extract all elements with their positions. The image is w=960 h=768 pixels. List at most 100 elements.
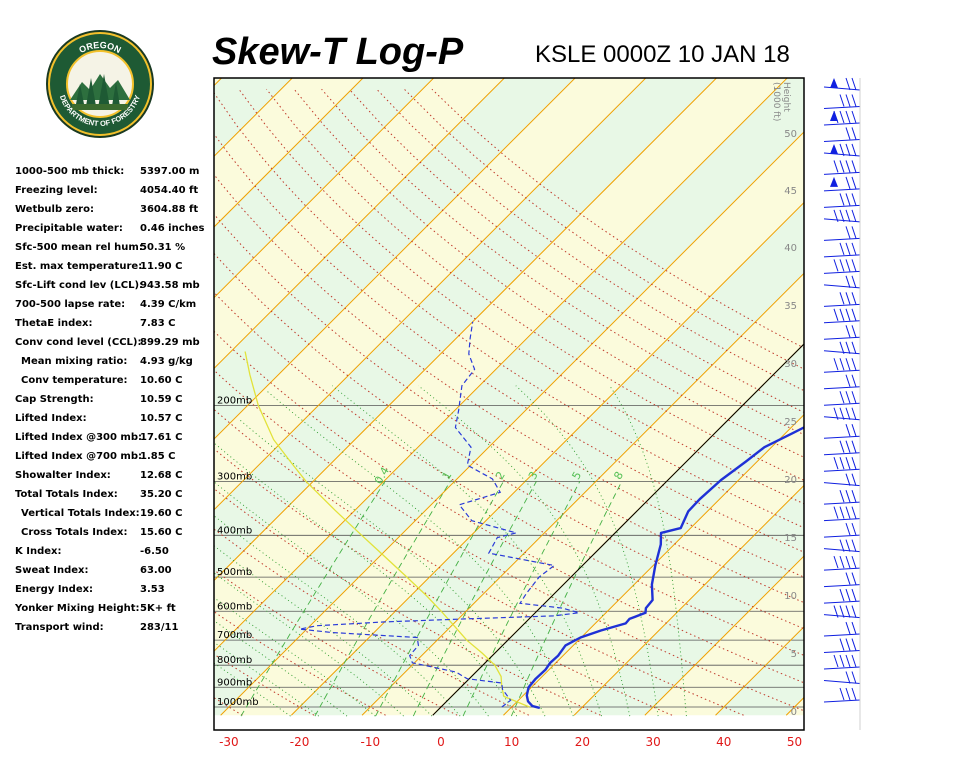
barb-staff — [823, 350, 861, 355]
barb-staff — [823, 468, 861, 472]
index-value: 10.60 C — [140, 375, 183, 386]
barb-feather — [845, 226, 851, 239]
barb-staff — [823, 204, 861, 208]
x-tick-label: 20 — [575, 735, 590, 749]
index-label: Lifted Index: — [15, 413, 87, 424]
isotherm-line — [785, 696, 804, 716]
barb-feather — [851, 160, 857, 173]
index-row: Sfc-500 mean rel hum: 50.31 % — [15, 242, 215, 261]
isobar-lines — [214, 404, 804, 708]
index-row: K Index: -6.50 — [15, 546, 215, 565]
barb-pennant — [830, 143, 838, 154]
isotherm-line — [290, 201, 804, 716]
dry-adiabat — [214, 697, 243, 716]
dewpoint-profile — [299, 321, 580, 708]
station-time-label: KSLE 0000Z 10 JAN 18 — [535, 41, 790, 68]
barb-feather — [833, 308, 839, 321]
index-value: 1.85 C — [140, 451, 176, 462]
index-row: Lifted Index: 10.57 C — [15, 413, 215, 432]
pressure-label: 600mb — [217, 601, 252, 612]
barb-feather — [851, 391, 857, 404]
height-axis-title-units: (1000 ft) — [771, 82, 781, 121]
barb-staff — [823, 680, 861, 685]
barb-staff — [823, 534, 861, 538]
barb-feather — [845, 374, 851, 387]
parcel-line — [244, 351, 530, 708]
moist-adiabat — [214, 572, 404, 717]
wind-barb — [823, 391, 861, 406]
pressure-label: 300mb — [217, 471, 252, 482]
height-tick-label: 45 — [784, 186, 797, 197]
wind-barb — [823, 407, 861, 421]
barb-staff — [823, 152, 861, 157]
barb-feather — [851, 490, 857, 503]
barb-feather — [851, 259, 857, 272]
barb-feather — [851, 325, 857, 338]
barb-feather — [845, 358, 851, 371]
barb-feather — [833, 160, 839, 173]
index-label: Showalter Index: — [15, 470, 111, 481]
index-value: 4.93 g/kg — [140, 356, 193, 367]
isotherm-line — [361, 272, 804, 716]
barb-staff — [823, 386, 861, 390]
barb-pennant — [830, 78, 838, 88]
barb-feather — [845, 292, 851, 305]
barb-feather — [851, 588, 857, 602]
index-row: Vertical Totals Index: 19.60 C — [15, 508, 215, 527]
barb-feather — [839, 308, 845, 321]
index-row: Cross Totals Index: 15.60 C — [15, 527, 215, 546]
barb-staff — [823, 482, 861, 487]
wind-barb — [823, 374, 861, 390]
barb-feather — [851, 77, 857, 91]
barb-feather — [851, 176, 857, 190]
moist-adiabat — [331, 385, 602, 717]
barb-feather — [833, 259, 839, 272]
index-value: 11.90 C — [140, 261, 183, 272]
index-row: Yonker Mixing Height: 5K+ ft — [15, 603, 215, 622]
isotherm-line — [214, 78, 223, 87]
dry-adiabat — [0, 89, 171, 715]
wind-barb — [823, 539, 861, 553]
pressure-labels: 200mb 300mb 400mb 500mb 600mb 700mb 800mb 900mb… — [217, 395, 259, 708]
svg-text:OREGON: OREGON — [77, 40, 122, 55]
barb-feather — [845, 638, 851, 651]
barb-feather — [851, 522, 857, 536]
wind-barb — [823, 572, 861, 588]
barb-feather — [851, 605, 857, 618]
moist-adiabat — [214, 620, 348, 717]
barb-staff — [823, 548, 861, 553]
index-value: 19.60 C — [140, 508, 183, 519]
wind-barb — [823, 143, 861, 157]
wind-barb — [823, 424, 861, 439]
barb-feather — [845, 308, 851, 321]
wind-barb — [823, 226, 861, 241]
isotherm-line — [214, 78, 506, 370]
wind-barb — [823, 506, 861, 522]
isotherm-line — [0, 72, 15, 715]
moist-adiabat — [214, 545, 433, 717]
dry-adiabat-lines — [0, 88, 804, 716]
barb-feather — [839, 143, 845, 157]
height-axis: Height(1000 ft) 0 5 10 15 20 25 30 35 40 45 50 — [771, 82, 797, 718]
barb-feather — [839, 341, 845, 354]
index-label: Est. max temperature: — [15, 261, 143, 272]
x-tick-label: 40 — [716, 735, 731, 749]
height-tick-label: 0 — [791, 707, 797, 718]
x-tick-label: -20 — [290, 735, 310, 749]
dry-adiabat — [214, 252, 804, 630]
height-tick-label: 15 — [784, 533, 797, 544]
barb-feather — [845, 176, 851, 190]
barb-feather — [839, 358, 845, 371]
pressure-label: 500mb — [217, 567, 252, 578]
barb-feather — [845, 440, 851, 453]
barb-feather — [851, 687, 857, 701]
barb-feather — [845, 193, 851, 206]
barb-feather — [851, 407, 857, 420]
barb-feather — [845, 110, 851, 124]
index-value: 3.53 — [140, 584, 165, 595]
wind-barb — [823, 259, 861, 274]
barb-staff — [823, 122, 861, 126]
barb-feather — [845, 341, 851, 354]
index-value: 943.58 mb — [140, 280, 200, 291]
index-label: Transport wind: — [15, 622, 104, 633]
